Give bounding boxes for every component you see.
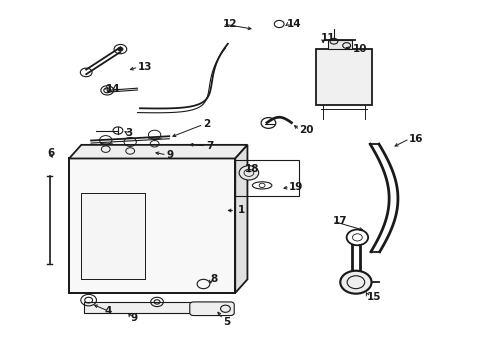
Bar [235, 160, 299, 196]
Bar [316, 49, 372, 105]
Text: 1: 1 [238, 206, 245, 216]
Text: 18: 18 [245, 164, 260, 174]
Text: 15: 15 [367, 292, 382, 302]
Text: 13: 13 [138, 62, 152, 72]
Text: 12: 12 [223, 19, 238, 29]
Text: 14: 14 [106, 84, 121, 94]
Bar [69, 158, 235, 293]
Text: 11: 11 [321, 33, 335, 43]
Bar [81, 193, 145, 279]
Text: 10: 10 [352, 44, 367, 54]
Text: 19: 19 [289, 182, 303, 192]
Text: 9: 9 [167, 150, 174, 160]
Text: 17: 17 [333, 216, 347, 226]
Bar [69, 158, 235, 293]
Text: 9: 9 [130, 313, 137, 323]
Text: 14: 14 [287, 19, 301, 29]
FancyBboxPatch shape [190, 302, 234, 316]
Text: 5: 5 [223, 317, 230, 327]
Bar [328, 40, 352, 49]
Bar [84, 302, 220, 313]
Text: 8: 8 [211, 274, 218, 284]
Polygon shape [235, 145, 247, 293]
Circle shape [340, 271, 371, 294]
Text: 7: 7 [206, 141, 213, 151]
Circle shape [118, 47, 123, 51]
Circle shape [239, 166, 259, 180]
Text: 6: 6 [47, 148, 54, 158]
Polygon shape [69, 145, 247, 158]
Text: 20: 20 [299, 125, 313, 135]
Text: 16: 16 [409, 134, 423, 144]
Text: 4: 4 [104, 306, 112, 316]
Text: 2: 2 [203, 120, 211, 129]
Text: 3: 3 [125, 129, 132, 138]
Bar [81, 193, 145, 279]
